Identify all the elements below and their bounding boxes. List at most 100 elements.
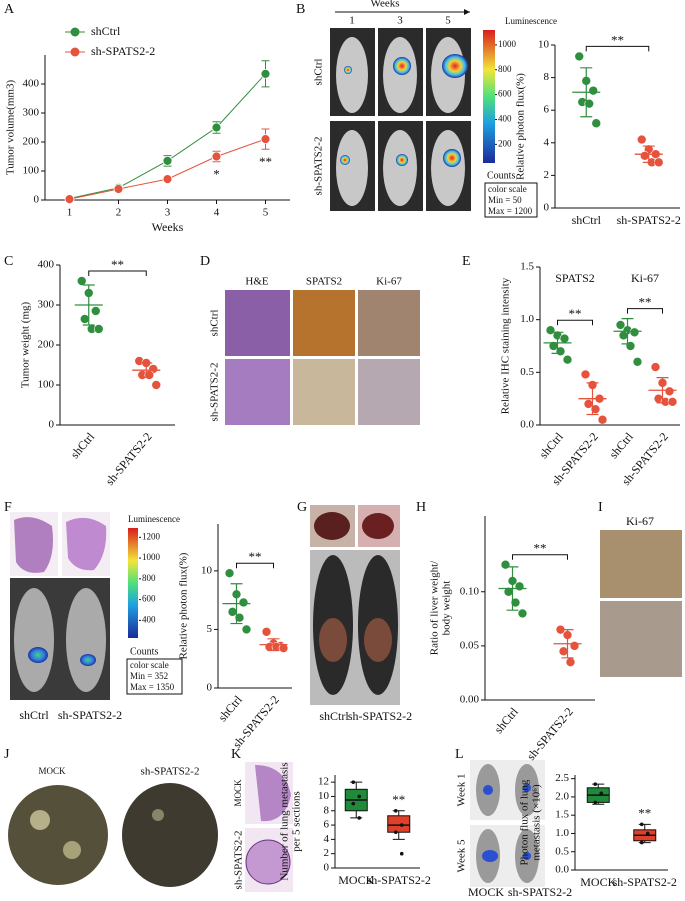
panel-label: J [4,747,10,762]
x-tick-label: shCtrl [215,692,245,724]
point [211,151,222,162]
y-axis-title: Photon flux of lung [519,779,531,865]
row-label: Week 5 [456,839,468,873]
column-label: sh-SPATS2-2 [348,709,412,723]
lung-sections [245,762,293,892]
error-bar [656,377,669,404]
y-axis-title: metastasis (×10⁶) [531,784,543,861]
panel-label: I [598,500,603,515]
y-tick-label: 200 [38,339,55,351]
point [629,327,640,338]
significance: ** [639,295,652,310]
colorbar-tick-label: 1200 [142,531,161,541]
bioluminescence-images [330,9,471,211]
row-label: sh-SPATS2-2 [233,831,245,890]
significance: * [213,167,220,182]
colorbar-tick-label: 400 [498,114,512,124]
point [510,597,521,608]
point [590,404,601,415]
point [664,386,675,397]
y-tick-label: 0.00 [460,694,480,706]
point [615,320,626,330]
significance: ** [534,541,547,556]
point [162,155,173,166]
y-axis-title: body weight [441,581,453,636]
y-tick-label: 8 [324,804,330,816]
significance: ** [569,306,582,321]
x-tick-label: shCtrl [606,429,636,461]
point [500,559,511,570]
panel-label: E [462,254,471,269]
colorbar-title: Luminescence [505,16,557,26]
error-bar [82,284,95,326]
y-tick-label: 4 [324,833,330,845]
point [599,791,604,796]
colorbar-tick-label: 600 [498,89,512,99]
significance-bracket [557,319,593,326]
column-label: shCtrl [319,709,349,723]
error-bar [140,362,153,378]
colorbar-tick-label: 800 [498,64,512,74]
significance: ** [259,154,272,169]
colorbar-note: Min = 50 [488,195,522,205]
row-label: sh-SPATS2-2 [313,137,325,196]
y-tick-label: 0 [34,194,40,206]
y-tick-label: 0 [207,682,213,694]
point [562,354,573,365]
lung-photos [8,783,218,887]
colorbar-note: color scale [488,184,527,194]
axis-line [59,265,175,426]
column-label: SPATS2 [306,276,342,288]
point [580,369,591,380]
y-tick-label: 0.05 [460,639,480,651]
point [234,612,245,623]
x-tick-label: MOCK [338,873,374,887]
point [558,646,569,657]
significance-bracket [585,45,650,52]
point [278,643,289,653]
column-label: MOCK [468,885,504,899]
point [645,831,650,836]
box [387,815,411,833]
y-axis-title: Relative photon flux(%) [515,73,527,180]
y-axis-title: Relative IHC staining intensity [500,277,512,414]
row-label: shCtrl [313,59,325,86]
point [593,782,598,786]
point [653,157,664,168]
point [113,184,124,194]
y-tick-label: 0.5 [520,366,534,378]
point [514,581,525,592]
row-label: shCtrl [209,310,221,337]
y-tick-label: 0.10 [460,585,480,597]
y-axis-title: per 5 sections [291,791,303,851]
point [639,822,644,827]
y-tick-label: 4 [544,136,550,148]
panel-label: F [4,500,12,515]
panel-label: A [4,2,15,17]
legend-label: shCtrl [91,24,121,38]
x-tick-label: 5 [263,207,269,219]
y-tick-label: 0 [49,419,55,431]
panel-label: H [416,500,426,515]
y-tick-label: 100 [38,379,55,391]
point [639,151,650,161]
point [260,134,271,145]
point [90,306,101,316]
point [618,330,629,341]
ihc-images [225,290,420,425]
significance: ** [611,32,624,47]
panel-title: Ki-67 [626,514,654,528]
y-tick-label: 5 [207,623,213,635]
y-axis-title: Tumor volume(mm3) [5,80,17,176]
significance-bracket [88,270,147,276]
error-bar [561,629,574,659]
x-tick-label: sh-SPATS2-2 [367,873,431,887]
point [151,380,162,390]
row-label: sh-SPATS2-2 [209,363,221,422]
colorbar [483,30,495,163]
point [351,801,356,806]
column-label: sh-SPATS2-2 [58,708,122,722]
colorbar-tick-label: 1000 [142,552,161,562]
colorbar-label: Counts [487,170,515,181]
